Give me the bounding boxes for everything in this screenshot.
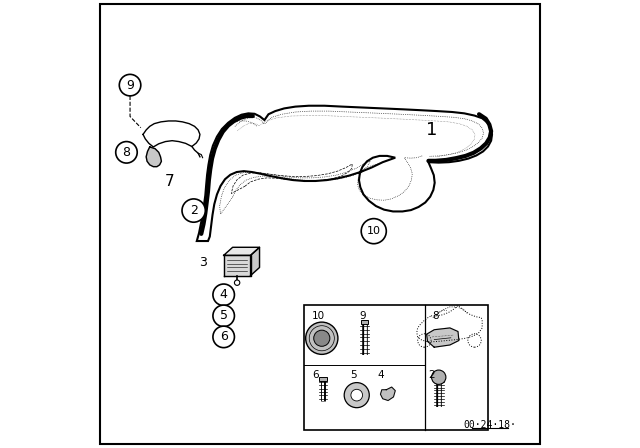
Circle shape: [306, 322, 338, 354]
Text: 5: 5: [220, 309, 228, 323]
Text: 10: 10: [312, 311, 325, 321]
Text: 4: 4: [220, 288, 228, 302]
Polygon shape: [197, 106, 492, 241]
Text: 3: 3: [198, 255, 207, 269]
Text: 6: 6: [312, 370, 319, 380]
Circle shape: [116, 142, 137, 163]
Text: 10: 10: [367, 226, 381, 236]
Text: 8: 8: [432, 311, 438, 321]
Bar: [361, 320, 369, 324]
Circle shape: [351, 389, 362, 401]
Circle shape: [344, 383, 369, 408]
Polygon shape: [146, 147, 161, 167]
Polygon shape: [224, 255, 251, 276]
Circle shape: [234, 280, 240, 285]
Text: 1: 1: [426, 121, 438, 139]
Polygon shape: [427, 328, 459, 347]
Text: 00·24·18·: 00·24·18·: [464, 420, 516, 430]
Circle shape: [361, 219, 387, 244]
Circle shape: [431, 370, 446, 384]
Circle shape: [213, 326, 234, 348]
Text: 9: 9: [359, 311, 366, 321]
Text: 4: 4: [378, 370, 384, 380]
Text: 7: 7: [165, 174, 175, 189]
Polygon shape: [380, 387, 396, 401]
Text: 2: 2: [428, 370, 435, 380]
Circle shape: [119, 74, 141, 96]
Text: 8: 8: [122, 146, 131, 159]
Circle shape: [314, 330, 330, 346]
Polygon shape: [251, 247, 260, 276]
Text: 6: 6: [220, 330, 228, 344]
Text: 9: 9: [126, 78, 134, 92]
Text: 2: 2: [189, 204, 198, 217]
Text: 5: 5: [350, 370, 357, 380]
Circle shape: [213, 305, 234, 327]
Bar: [305, 305, 488, 430]
Polygon shape: [224, 247, 260, 255]
Circle shape: [182, 199, 205, 222]
Bar: [319, 377, 327, 381]
Circle shape: [213, 284, 234, 306]
